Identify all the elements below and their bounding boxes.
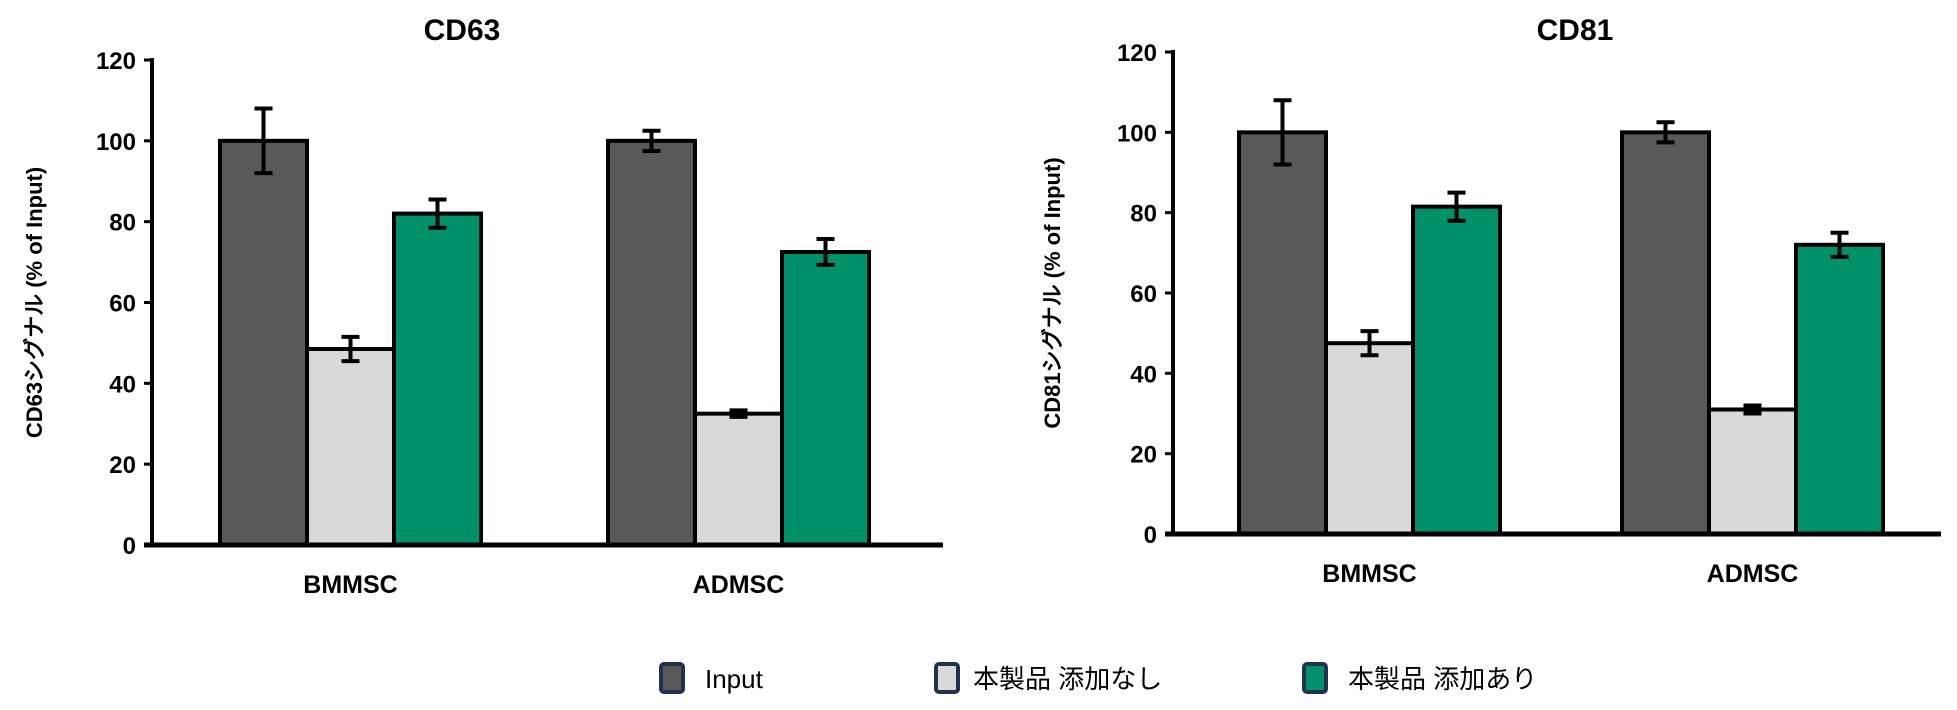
y-tick-label: 0 <box>123 533 136 560</box>
legend-swatch <box>1302 662 1328 694</box>
bar <box>1237 130 1328 536</box>
bar <box>1324 341 1415 537</box>
y-axis-label: CD81シグナル (% of Input) <box>1040 157 1065 428</box>
y-tick-label: 40 <box>109 371 136 398</box>
chart-cd63: CD63 CD63シグナル (% of Input) 0 20 40 60 80 100 120… <box>22 14 943 599</box>
legend: Input 本製品 添加なし 本製品 添加あり <box>659 662 1537 694</box>
y-tick-label: 100 <box>1117 120 1157 147</box>
bar <box>780 249 871 548</box>
y-tick-label: 20 <box>109 452 136 479</box>
legend-label: 本製品 添加あり <box>1348 664 1537 694</box>
y-axis-label: CD63シグナル (% of Input) <box>22 167 47 438</box>
bar <box>218 138 309 547</box>
x-category-label: ADMSC <box>693 571 785 599</box>
x-category-label: BMMSC <box>1322 560 1416 588</box>
chart-cd81: CD81 CD81シグナル (% of Input) 0 20 40 60 80 100 120… <box>1040 14 1941 588</box>
legend-label: Input <box>705 664 764 694</box>
x-category-label: ADMSC <box>1707 560 1799 588</box>
y-tick-label: 20 <box>1130 442 1157 469</box>
bar <box>1794 242 1885 537</box>
y-tick-label: 120 <box>1117 40 1157 67</box>
bar <box>693 411 784 548</box>
bar <box>1707 407 1798 537</box>
x-category-label: BMMSC <box>303 571 397 599</box>
bar <box>392 211 483 547</box>
legend-label: 本製品 添加なし <box>973 664 1162 694</box>
y-tick-label: 60 <box>109 291 136 318</box>
chart-title: CD63 <box>424 14 501 47</box>
y-tick-label: 80 <box>1130 201 1157 228</box>
bar <box>1620 130 1711 536</box>
y-tick-label: 60 <box>1130 281 1157 308</box>
legend-swatch <box>934 662 960 694</box>
bar <box>606 138 697 547</box>
bar <box>305 346 396 547</box>
chart-title: CD81 <box>1537 14 1614 47</box>
y-tick-label: 80 <box>109 210 136 237</box>
legend-swatch <box>659 662 685 694</box>
y-tick-label: 40 <box>1130 361 1157 388</box>
y-tick-label: 120 <box>96 48 136 75</box>
y-tick-label: 0 <box>1144 522 1157 549</box>
bar <box>1411 204 1502 536</box>
y-tick-label: 100 <box>96 129 136 156</box>
